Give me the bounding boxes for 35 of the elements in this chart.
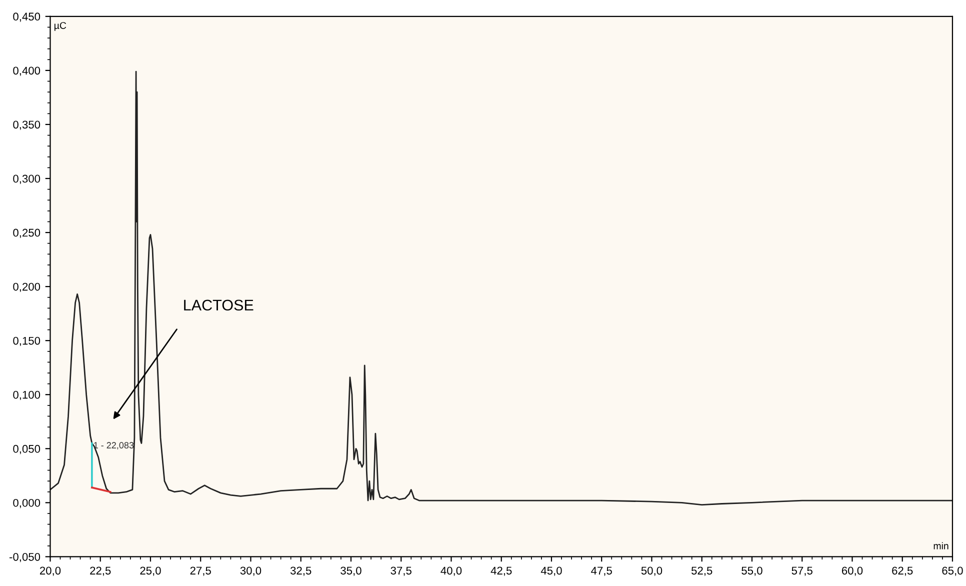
x-tick-label: 50,0 xyxy=(641,566,662,576)
y-tick-label: 0,300 xyxy=(13,174,40,184)
line-series xyxy=(50,70,952,506)
x-tick-label: 60,0 xyxy=(842,566,863,576)
y-tick-label: 0,000 xyxy=(13,498,40,508)
x-tick-label: 22,5 xyxy=(90,566,111,576)
x-tick-label: 27,5 xyxy=(190,566,211,576)
x-tick-label: 47,5 xyxy=(591,566,612,576)
x-tick-label: 30,0 xyxy=(240,566,262,576)
y-tick-label: -0,050 xyxy=(10,552,40,562)
x-tick-label: 45,0 xyxy=(540,566,562,576)
x-tick-label: 42,5 xyxy=(490,566,512,576)
y-axis-title: µC xyxy=(54,22,66,31)
annotation: 1 - 22,083 xyxy=(94,442,134,450)
y-tick-label: 0,100 xyxy=(13,390,40,400)
y-tick-label: 0,200 xyxy=(13,282,40,292)
x-tick-label: 57,5 xyxy=(792,566,812,576)
x-axis-title: min xyxy=(934,542,948,550)
y-tick-label: 0,250 xyxy=(13,228,40,238)
x-tick-label: 37,5 xyxy=(390,566,412,576)
y-tick-label: 0,450 xyxy=(13,12,40,22)
annotation: LACTOSE xyxy=(184,300,254,311)
y-tick-label: 0,400 xyxy=(13,66,40,76)
y-tick-label: 0,350 xyxy=(13,120,40,130)
x-tick-label: 35,0 xyxy=(340,566,362,576)
x-tick-label: 62,5 xyxy=(892,566,913,576)
y-tick-label: 0,150 xyxy=(13,336,40,346)
x-tick-label: 52,5 xyxy=(691,566,712,576)
x-tick-label: 20,0 xyxy=(40,566,61,576)
x-tick-label: 55,0 xyxy=(742,566,762,576)
x-tick-label: 40,0 xyxy=(440,566,462,576)
x-tick-label: 65,0 xyxy=(942,566,963,576)
y-tick-label: 0,050 xyxy=(13,444,40,454)
x-tick-label: 25,0 xyxy=(140,566,161,576)
x-tick-label: 32,5 xyxy=(290,566,312,576)
